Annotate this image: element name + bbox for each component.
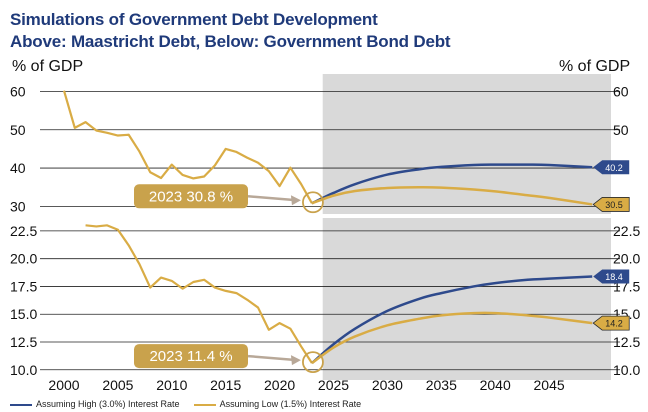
- history-line-bond: [85, 224, 313, 364]
- ytick-left-maastricht: 40: [10, 160, 26, 176]
- ytick-right-maastricht: 50: [613, 122, 629, 138]
- callout-label-bond: 2023 11.4 %: [149, 348, 232, 365]
- ytick-right-bond: 22.5: [613, 223, 640, 239]
- legend-item-low: Assuming Low (1.5%) Interest Rate: [193, 399, 362, 409]
- forecast-region-bond: [322, 218, 611, 380]
- xtick-label: 2010: [156, 377, 187, 393]
- ytick-left-maastricht: 60: [10, 83, 26, 99]
- chart-title-line2: Above: Maastricht Debt, Below: Governmen…: [10, 32, 451, 51]
- callout-arrowhead-maastricht: [290, 195, 301, 206]
- callout-box-bond: [134, 344, 248, 369]
- xtick-label: 2030: [372, 377, 403, 393]
- callout-arrow-maastricht: [247, 195, 298, 202]
- xtick-label: 2000: [48, 377, 79, 393]
- ytick-left-maastricht: 50: [10, 122, 26, 138]
- callout-circle-bond: [302, 351, 324, 374]
- end-tag-high-bond: [593, 269, 630, 284]
- end-label-high-bond: 18.4: [605, 272, 623, 282]
- ytick-left-bond: 17.5: [10, 278, 37, 294]
- series-line-high-bond: [311, 275, 593, 365]
- ytick-right-bond: 10.0: [613, 362, 640, 378]
- series-line-low-bond: [311, 311, 593, 365]
- xtick-label: 2040: [480, 377, 511, 393]
- chart-canvas: 3030404050506060% of GDP% of GDP40.230.5…: [10, 58, 640, 393]
- ytick-left-bond: 15.0: [10, 306, 37, 322]
- ytick-left-bond: 12.5: [10, 334, 37, 350]
- end-tag-low-bond: [592, 315, 630, 331]
- legend-swatch-low: [193, 403, 216, 406]
- legend-item-high: Assuming High (3.0%) Interest Rate: [10, 399, 180, 409]
- xtick-label: 2005: [102, 377, 133, 393]
- ytick-right-bond: 12.5: [613, 334, 640, 350]
- end-tag-high-maastricht: [593, 160, 630, 175]
- xtick-label: 2035: [426, 377, 457, 393]
- ytick-left-bond: 22.5: [10, 223, 37, 239]
- series-line-low-maastricht: [311, 185, 593, 206]
- callout-circle-maastricht: [302, 191, 324, 214]
- history-line-maastricht: [62, 90, 313, 204]
- legend-swatch-high: [10, 403, 32, 406]
- xtick-label: 2020: [264, 377, 295, 393]
- callout-box-maastricht: [134, 184, 248, 209]
- callout-label-maastricht: 2023 30.8 %: [149, 188, 233, 205]
- xtick-label: 2015: [210, 377, 241, 393]
- end-label-low-maastricht: 30.5: [605, 200, 623, 210]
- end-tag-low-maastricht: [592, 197, 630, 212]
- ytick-right-bond: 20.0: [613, 251, 640, 267]
- legend-label-high: Assuming High (3.0%) Interest Rate: [36, 399, 180, 409]
- series-line-high-maastricht: [311, 163, 593, 205]
- callout-arrowhead-bond: [290, 355, 301, 366]
- ytick-left-bond: 20.0: [10, 251, 37, 267]
- end-label-high-maastricht: 40.2: [605, 163, 623, 173]
- ytick-left-bond: 10.0: [10, 362, 37, 378]
- xtick-label: 2045: [534, 377, 565, 393]
- ytick-right-maastricht: 60: [613, 83, 629, 99]
- ytick-left-maastricht: 30: [10, 198, 26, 214]
- end-label-low-bond: 14.2: [605, 319, 623, 329]
- forecast-region-maastricht: [322, 74, 611, 214]
- legend-label-low: Assuming Low (1.5%) Interest Rate: [219, 399, 362, 409]
- ylabel-right: % of GDP: [559, 58, 630, 75]
- legend: Assuming High (3.0%) Interest Rate Assum…: [10, 399, 361, 409]
- callout-arrow-bond: [247, 354, 298, 362]
- ylabel-left: % of GDP: [12, 58, 83, 75]
- xtick-label: 2025: [318, 377, 349, 393]
- chart-title-line1: Simulations of Government Debt Developme…: [10, 10, 378, 29]
